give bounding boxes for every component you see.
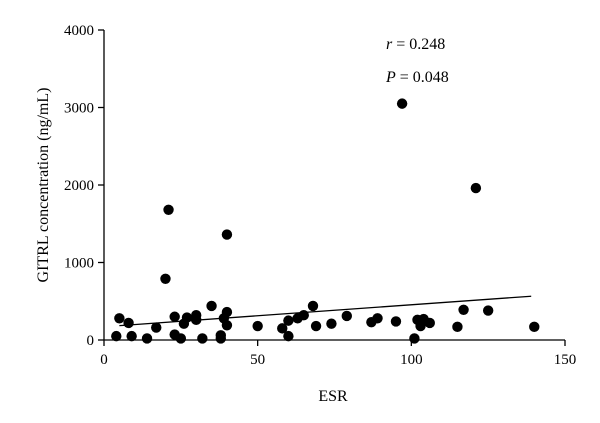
data-point — [298, 310, 309, 321]
data-point — [372, 313, 383, 324]
data-point — [396, 98, 408, 109]
data-point — [307, 300, 319, 312]
data-point — [252, 320, 263, 332]
axes — [103, 30, 565, 341]
x-tick-label: 0 — [100, 352, 108, 368]
data-point — [452, 321, 463, 333]
data-point — [215, 330, 226, 341]
r-annotation: r = 0.248 — [386, 36, 445, 53]
data-point — [126, 330, 137, 342]
data-point — [277, 323, 288, 334]
x-tick-label: 50 — [250, 352, 265, 368]
data-point — [163, 204, 174, 215]
data-point — [221, 229, 233, 240]
data-point — [206, 300, 217, 312]
y-tick-label: 0 — [87, 333, 95, 349]
x-tick-label: 150 — [554, 352, 577, 368]
y-tick-label: 4000 — [64, 23, 94, 39]
data-point — [111, 330, 122, 342]
data-point — [458, 304, 469, 315]
data-point — [114, 313, 125, 324]
data-point — [175, 333, 187, 344]
p-symbol: P — [385, 69, 396, 86]
x-axis-title: ESR — [318, 388, 348, 405]
data-point — [283, 330, 294, 342]
data-point — [123, 317, 134, 329]
data-point — [310, 320, 322, 332]
ticks: 0 50 100 150 0 1000 2000 3000 4000 — [64, 23, 576, 368]
data-point — [424, 317, 435, 329]
p-value: = 0.048 — [396, 69, 449, 86]
r-value: = 0.248 — [392, 36, 445, 53]
data-point — [181, 312, 193, 323]
data-point — [160, 273, 171, 284]
data-point — [470, 182, 482, 194]
data-point — [191, 314, 202, 326]
y-tick-label: 3000 — [64, 101, 94, 117]
y-axis-title: GITRL concentration (ng/mL) — [35, 88, 52, 283]
data-points — [111, 98, 540, 344]
data-point — [141, 333, 153, 344]
data-point — [169, 311, 180, 322]
x-tick-label: 100 — [400, 352, 423, 368]
data-point — [529, 321, 540, 333]
data-point — [326, 318, 337, 329]
data-point — [221, 306, 233, 318]
p-annotation: P = 0.048 — [385, 69, 449, 86]
data-point — [390, 316, 402, 327]
data-point — [283, 315, 294, 326]
data-point — [151, 322, 162, 333]
data-point — [341, 310, 352, 322]
data-point — [482, 305, 494, 316]
y-tick-label: 2000 — [64, 178, 94, 194]
data-point — [221, 320, 233, 331]
data-point — [409, 333, 420, 344]
data-point — [197, 333, 208, 344]
y-tick-label: 1000 — [64, 256, 94, 272]
r-symbol: r — [386, 36, 393, 53]
